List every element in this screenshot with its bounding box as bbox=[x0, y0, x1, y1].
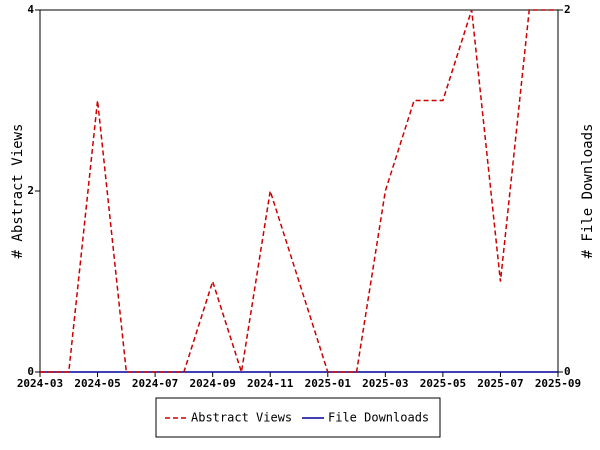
legend-label: File Downloads bbox=[328, 411, 429, 425]
x-tick-label: 2025-03 bbox=[362, 377, 408, 390]
y-tick-label: 4 bbox=[27, 3, 34, 16]
x-tick-label: 2024-05 bbox=[74, 377, 120, 390]
y2-tick-label: 0 bbox=[564, 365, 571, 378]
x-tick-label: 2024-03 bbox=[17, 377, 63, 390]
legend bbox=[155, 397, 441, 438]
y-axis-title: # Abstract Views bbox=[10, 124, 26, 259]
legend-label: Abstract Views bbox=[191, 411, 292, 425]
y-tick-label: 2 bbox=[27, 184, 34, 197]
x-tick-label: 2025-01 bbox=[305, 377, 352, 390]
series-line bbox=[40, 9, 558, 373]
x-tick-label: 2024-07 bbox=[132, 377, 178, 390]
x-tick-label: 2025-05 bbox=[420, 377, 466, 390]
x-tick-label: 2024-11 bbox=[247, 377, 294, 390]
y2-tick-label: 2 bbox=[564, 3, 571, 16]
y2-axis-title: # File Downloads bbox=[580, 124, 596, 259]
y-tick-label: 0 bbox=[27, 365, 34, 378]
x-tick-label: 2025-09 bbox=[535, 377, 581, 390]
x-tick-label: 2024-09 bbox=[189, 377, 235, 390]
x-tick-label: 2025-07 bbox=[477, 377, 523, 390]
